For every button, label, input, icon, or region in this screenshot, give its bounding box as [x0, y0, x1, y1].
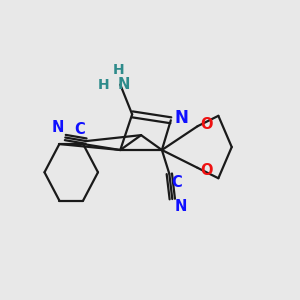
Text: C: C — [74, 122, 85, 136]
Text: N: N — [117, 77, 130, 92]
Text: N: N — [175, 199, 187, 214]
Text: H: H — [98, 78, 110, 92]
Text: N: N — [51, 119, 64, 134]
Text: C: C — [172, 175, 182, 190]
Text: H: H — [113, 63, 124, 77]
Text: O: O — [200, 117, 213, 132]
Text: O: O — [200, 163, 213, 178]
Text: N: N — [174, 109, 188, 127]
